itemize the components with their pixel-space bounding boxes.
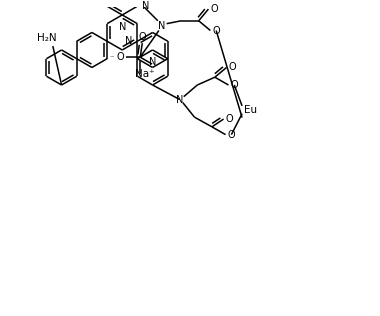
- Text: Eu: Eu: [244, 105, 257, 115]
- Text: N: N: [142, 1, 150, 11]
- Text: O: O: [212, 26, 220, 35]
- Text: N: N: [176, 94, 184, 105]
- Text: O: O: [226, 114, 233, 124]
- Text: N: N: [149, 57, 156, 67]
- Text: O: O: [231, 80, 238, 90]
- Text: N: N: [158, 21, 165, 31]
- Text: O: O: [228, 130, 235, 140]
- Text: O: O: [228, 63, 236, 72]
- Text: O: O: [116, 52, 124, 62]
- Text: Na⁺: Na⁺: [135, 69, 155, 79]
- Text: O: O: [211, 4, 218, 14]
- Text: N: N: [125, 36, 133, 46]
- Text: N: N: [119, 22, 126, 32]
- Text: ⁻: ⁻: [110, 53, 114, 62]
- Text: O: O: [138, 32, 146, 42]
- Text: H₂N: H₂N: [37, 33, 57, 43]
